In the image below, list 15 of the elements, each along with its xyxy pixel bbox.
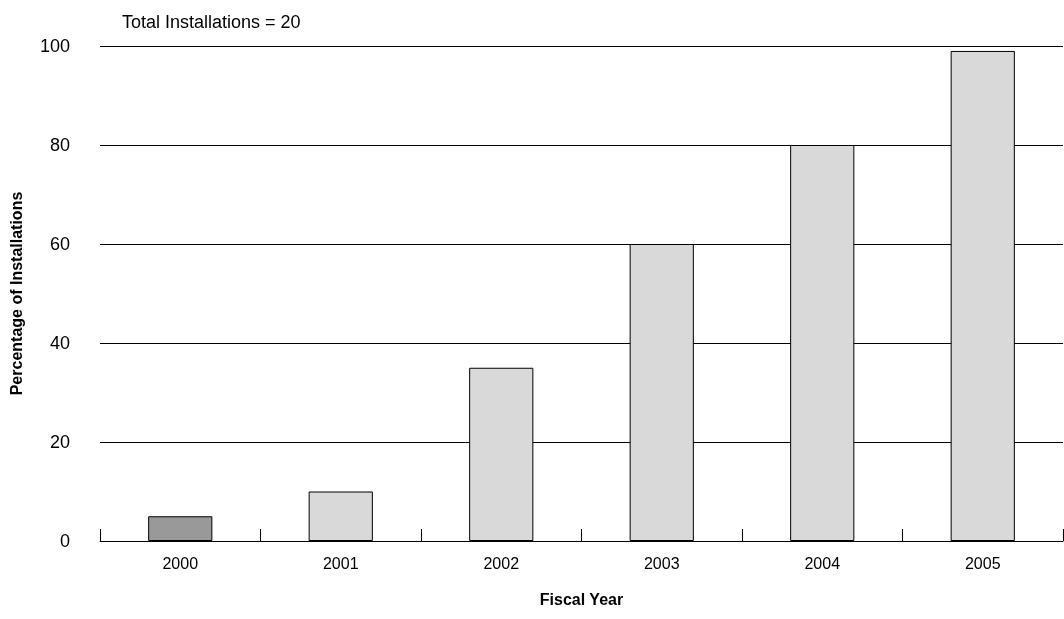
y-tick-label: 100	[39, 36, 70, 56]
x-tick-label: 2003	[643, 554, 680, 572]
x-tick-label: 2005	[964, 554, 1001, 572]
x-axis-title: Fiscal Year	[539, 590, 624, 608]
x-tick-label: 2004	[804, 554, 841, 572]
x-tick-label: 2000	[162, 554, 199, 572]
x-tick-label: 2001	[322, 554, 359, 572]
y-axis-title: Percentage of Installations	[7, 191, 25, 396]
chart-title: Total Installations = 20	[122, 12, 301, 32]
y-tick-label: 40	[49, 333, 70, 353]
y-tick-label: 80	[49, 135, 70, 155]
y-tick-label: 20	[49, 432, 70, 452]
y-tick-label: 60	[49, 234, 70, 254]
x-tick-label: 2002	[483, 554, 520, 572]
y-tick-label: 0	[59, 531, 70, 551]
